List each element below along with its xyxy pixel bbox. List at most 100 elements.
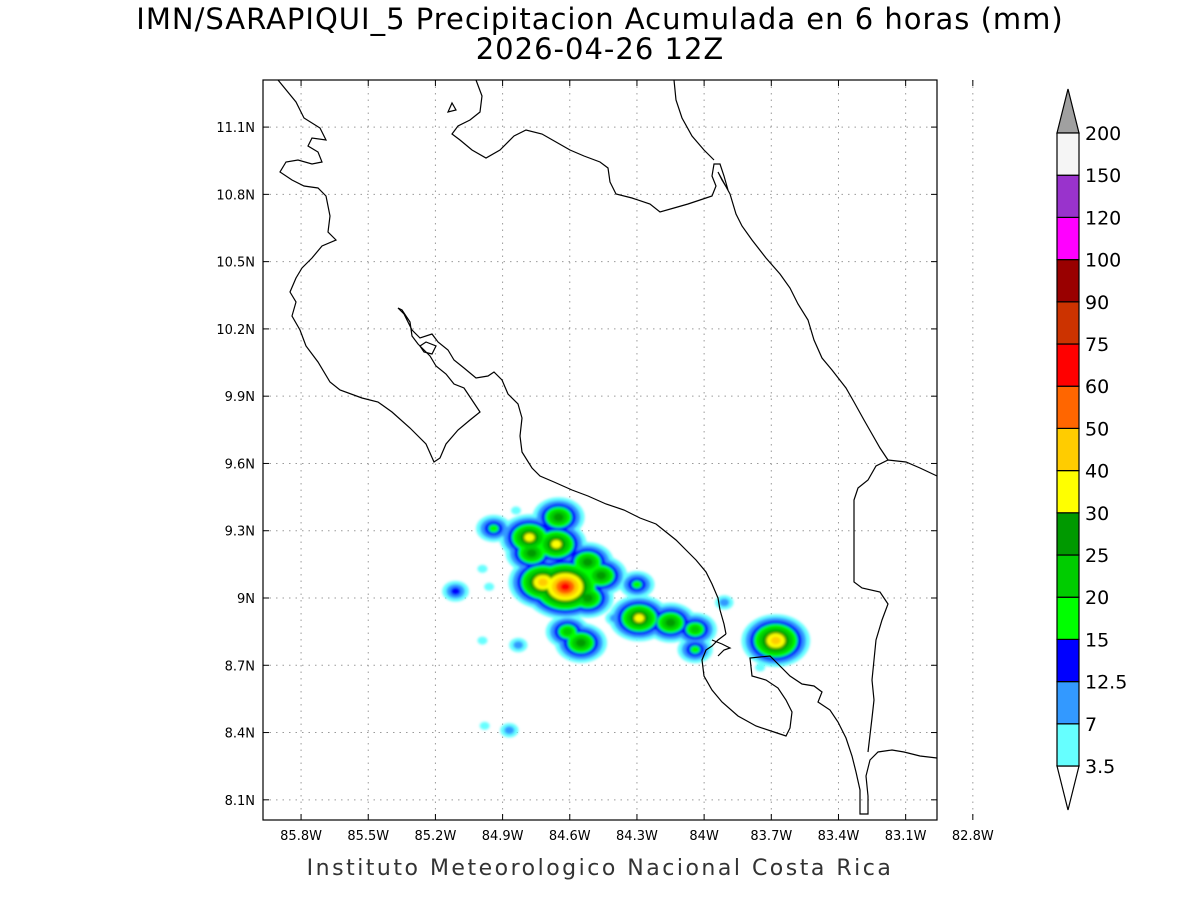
lon-tick-label: 84.6W bbox=[549, 829, 591, 844]
colorbar-over-arrow bbox=[1056, 88, 1080, 134]
lat-tick-label: 10.2N bbox=[216, 323, 255, 338]
colorbar-swatch bbox=[1056, 132, 1080, 176]
precip-contour bbox=[690, 645, 701, 654]
precip-contour bbox=[484, 582, 495, 591]
lon-tick-label: 85.2W bbox=[415, 829, 457, 844]
map-valid-time: 2026-04-26 12Z bbox=[475, 32, 725, 66]
precip-contour bbox=[513, 641, 524, 650]
colorbar-level-label: 25 bbox=[1085, 545, 1109, 567]
lat-tick-label: 9.3N bbox=[225, 525, 255, 540]
precip-contour bbox=[477, 636, 488, 645]
lat-tick-label: 11.1N bbox=[216, 121, 255, 136]
colorbar-level-label: 40 bbox=[1085, 461, 1109, 483]
lon-tick-label: 83.1W bbox=[885, 829, 927, 844]
colorbar-level-label: 30 bbox=[1085, 503, 1109, 525]
precip-contour bbox=[690, 625, 701, 634]
colorbar-under-arrow bbox=[1056, 765, 1080, 811]
coastline bbox=[277, 80, 937, 815]
lon-tick-label: 84.9W bbox=[482, 829, 524, 844]
lon-tick-label: 83.4W bbox=[818, 829, 860, 844]
lat-tick-label: 9.6N bbox=[225, 457, 255, 472]
precip-contour bbox=[560, 582, 571, 591]
precip-contour bbox=[719, 598, 730, 607]
colorbar-level-label: 100 bbox=[1085, 250, 1121, 272]
colorbar-level-label: 3.5 bbox=[1085, 756, 1115, 778]
lon-tick-label: 84W bbox=[689, 829, 719, 844]
lat-tick-label: 8.4N bbox=[225, 727, 255, 742]
precip-contour bbox=[450, 587, 461, 596]
precip-contour bbox=[755, 663, 766, 672]
precip-contour bbox=[665, 618, 676, 627]
colorbar-swatch bbox=[1056, 723, 1080, 767]
precip-contour bbox=[537, 578, 548, 587]
precip-contour bbox=[488, 524, 499, 533]
lat-tick-label: 10.5N bbox=[216, 256, 255, 271]
colorbar-swatch bbox=[1056, 638, 1080, 683]
colorbar-swatch bbox=[1056, 174, 1080, 218]
precip-contour bbox=[477, 564, 488, 573]
precip-contour bbox=[504, 726, 515, 735]
colorbar-swatch bbox=[1056, 512, 1080, 556]
colorbar-level-label: 90 bbox=[1085, 292, 1109, 314]
precip-contour bbox=[511, 506, 522, 515]
lat-tick-label: 9.9N bbox=[225, 390, 255, 405]
colorbar-level-label: 15 bbox=[1085, 629, 1109, 651]
colorbar-level-label: 150 bbox=[1085, 165, 1121, 187]
colorbar-level-label: 120 bbox=[1085, 207, 1121, 229]
colorbar-swatch bbox=[1056, 427, 1080, 472]
precip-contour bbox=[562, 627, 573, 636]
map-frame bbox=[262, 79, 938, 821]
colorbar-swatch bbox=[1056, 554, 1080, 598]
lat-tick-label: 8.1N bbox=[225, 794, 255, 809]
colorbar-level-label: 50 bbox=[1085, 418, 1109, 440]
colorbar-swatch bbox=[1056, 680, 1080, 725]
colorbar-level-label: 200 bbox=[1085, 123, 1121, 145]
colorbar-swatch bbox=[1056, 596, 1080, 641]
precip-contour bbox=[575, 638, 586, 647]
precip-contour bbox=[631, 580, 642, 589]
pacific-coastline bbox=[277, 80, 727, 635]
osa-coastline bbox=[701, 633, 937, 815]
map-gridlines bbox=[263, 80, 974, 820]
colorbar-swatch bbox=[1056, 385, 1080, 430]
lat-tick-label: 8.7N bbox=[225, 659, 255, 674]
lon-tick-label: 85.8W bbox=[280, 829, 322, 844]
latitude-ticks: 11.1N 10.8N 10.5N 10.2N 9.9N 9.6N 9.3N 9N 8.7N 8.… bbox=[216, 121, 937, 809]
colorbar-swatch bbox=[1056, 216, 1080, 261]
precip-contour bbox=[582, 594, 593, 602]
colorbar-level-label: 12.5 bbox=[1085, 672, 1127, 694]
colorbar-level-label: 60 bbox=[1085, 376, 1109, 398]
precip-contour bbox=[634, 614, 645, 623]
precip-contour bbox=[479, 721, 490, 730]
colorbar-swatch bbox=[1056, 343, 1080, 387]
upper-right-coastline bbox=[673, 80, 715, 161]
coast-inlet bbox=[711, 639, 732, 657]
caribbean-coastline bbox=[451, 80, 889, 461]
precip-contour bbox=[526, 549, 537, 558]
longitude-ticks: 85.8W 85.5W 85.2W 84.9W 84.6W 84.3W 84W 83.7W 83… bbox=[280, 80, 994, 844]
colorbar-swatch bbox=[1056, 259, 1080, 303]
precip-contour bbox=[524, 533, 535, 542]
colorbar-level-label: 7 bbox=[1085, 714, 1097, 736]
colorbar-level-label: 75 bbox=[1085, 334, 1109, 356]
precip-contour bbox=[582, 558, 593, 567]
lat-tick-label: 10.8N bbox=[216, 188, 255, 203]
footer-credit: Instituto Meteorologico Nacional Costa R… bbox=[306, 856, 894, 881]
precip-contour bbox=[770, 636, 781, 645]
precip-contour bbox=[596, 571, 607, 580]
lon-tick-label: 85.5W bbox=[347, 829, 389, 844]
lon-tick-label: 82.8W bbox=[952, 829, 994, 844]
precipitation-field bbox=[442, 497, 811, 738]
island-chira bbox=[419, 341, 437, 355]
lon-tick-label: 83.7W bbox=[750, 829, 792, 844]
panama-border bbox=[853, 459, 937, 753]
colorbar-legend: 3.5 7 12.5 15 20 25 30 40 50 60 75 90 100 120 150 200 bbox=[1056, 88, 1127, 811]
lat-tick-label: 9N bbox=[237, 592, 255, 607]
lon-tick-label: 84.3W bbox=[616, 829, 658, 844]
precip-contour bbox=[551, 540, 562, 549]
lake-nicaragua bbox=[446, 101, 457, 113]
map-title: IMN/SARAPIQUI_5 Precipitacion Acumulada … bbox=[136, 2, 1064, 36]
precip-contour bbox=[553, 513, 564, 522]
colorbar-swatch bbox=[1056, 470, 1080, 514]
